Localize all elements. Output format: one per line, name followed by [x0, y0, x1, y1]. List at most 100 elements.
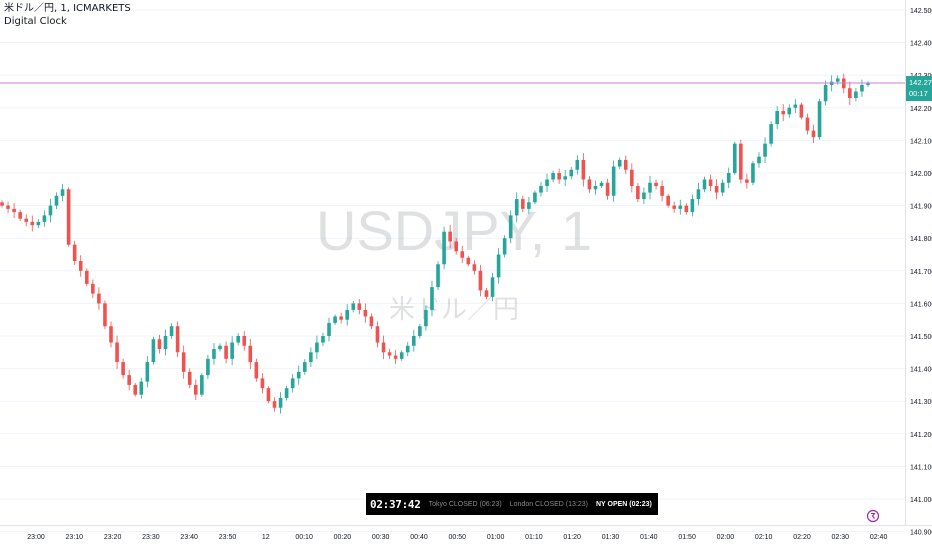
time-tick-label: 02:30 — [832, 534, 850, 541]
candle-down — [187, 371, 192, 385]
candle-down — [811, 130, 816, 138]
candle-down — [781, 111, 786, 115]
price-tick-label: 141.400 — [910, 367, 932, 374]
candle-up — [315, 342, 319, 353]
candle-down — [472, 264, 477, 271]
candle-down — [666, 195, 670, 206]
price-tick-label: 142.500 — [910, 8, 932, 15]
time-tick-label: 02:40 — [870, 534, 888, 541]
candle-up — [854, 91, 858, 99]
candle-up — [296, 371, 301, 379]
price-tick-label: 141.800 — [910, 236, 932, 243]
candle-up — [569, 169, 574, 177]
candle-up — [60, 189, 65, 196]
current-price-value: 142.276 — [909, 78, 932, 87]
candle-up — [508, 215, 513, 239]
time-tick-label: 00:50 — [449, 534, 467, 541]
price-axis[interactable]: 142.500142.400142.300142.200142.100142.0… — [910, 8, 932, 537]
time-tick-label: 23:20 — [104, 534, 122, 541]
candle-down — [181, 352, 186, 372]
candle-up — [769, 124, 773, 144]
candle-down — [6, 205, 10, 209]
candle-down — [97, 293, 101, 304]
clock-time: 02:37:42 — [370, 497, 421, 511]
candle-up — [527, 202, 531, 209]
symbol-title[interactable]: 米ドル／円, 1, ICMARKETS — [4, 3, 131, 14]
candle-up — [230, 342, 234, 359]
price-tick-label: 141.700 — [910, 269, 932, 276]
candle-down — [714, 186, 719, 193]
candle-up — [442, 231, 446, 265]
candle-up — [284, 388, 289, 398]
price-tick-label: 141.200 — [910, 432, 932, 439]
candle-up — [835, 78, 840, 82]
price-tick-label: 141.300 — [910, 399, 932, 406]
candle-up — [424, 309, 428, 327]
candle-down — [557, 173, 561, 180]
symbol-legend[interactable]: 米ドル／円, 1, ICMARKETS Digital Clock — [4, 2, 131, 28]
candle-up — [278, 397, 283, 408]
candle-down — [193, 384, 198, 395]
indicator-title[interactable]: Digital Clock — [4, 16, 67, 27]
candle-up — [206, 358, 210, 376]
candle-down — [175, 326, 180, 353]
candle-up — [775, 111, 779, 125]
price-tick-label: 141.500 — [910, 334, 932, 341]
candle-up — [351, 303, 356, 310]
candle-up — [563, 176, 568, 180]
watermark: USDJPY, 1 米ドル／円 — [316, 199, 592, 325]
candle-up — [290, 378, 295, 389]
candle-down — [630, 169, 634, 187]
session-london: London CLOSED (13:23) — [509, 500, 588, 508]
time-tick-label: 12 — [262, 534, 270, 541]
candle-up — [163, 336, 168, 350]
watermark-subtitle: 米ドル／円 — [389, 295, 519, 325]
time-tick-label: 01:40 — [640, 534, 658, 541]
candle-down — [636, 186, 640, 200]
time-tick-label: 01:20 — [563, 534, 581, 541]
candle-down — [127, 375, 131, 385]
candle-up — [678, 205, 683, 209]
candle-up — [412, 336, 416, 346]
candle-up — [236, 336, 240, 343]
candle-up — [42, 215, 47, 222]
candle-up — [751, 163, 755, 183]
candle-down — [521, 199, 525, 209]
candle-down — [708, 179, 713, 187]
candle-down — [799, 104, 804, 118]
price-tick-label: 141.600 — [910, 301, 932, 308]
candle-down — [454, 241, 458, 252]
time-tick-label: 00:20 — [334, 534, 352, 541]
session-tokyo: Tokyo CLOSED (06:23) — [428, 500, 502, 508]
candle-up — [502, 238, 507, 255]
time-tick-label: 01:00 — [487, 534, 505, 541]
candle-down — [254, 362, 259, 379]
candle-up — [696, 189, 701, 200]
time-axis[interactable]: 23:00 23:10 23:20 23:30 23:40 23:50 12 00:10 00:… — [27, 534, 887, 541]
candle-down — [805, 117, 810, 131]
candle-up — [309, 352, 313, 363]
candle-up — [436, 264, 440, 288]
watermark-ticker: USDJPY, 1 — [316, 199, 592, 262]
candle-up — [732, 143, 737, 173]
candle-down — [381, 342, 386, 353]
candle-up — [212, 349, 216, 359]
time-tick-label: 23:30 — [142, 534, 160, 541]
candle-up — [333, 316, 337, 323]
candle-up — [787, 107, 792, 115]
candle-up — [345, 309, 349, 320]
tradingview-logo-icon[interactable] — [866, 509, 880, 523]
candle-down — [84, 270, 89, 284]
candlestick-series — [0, 73, 870, 414]
candle-up — [218, 345, 222, 350]
candle-up — [726, 173, 731, 183]
candle-up — [593, 186, 598, 190]
candle-down — [66, 189, 71, 245]
candle-up — [514, 199, 519, 216]
candle-down — [121, 362, 125, 376]
candle-down — [460, 251, 465, 258]
candle-down — [660, 186, 664, 196]
current-price-label: 142.276 00:17 — [906, 76, 932, 102]
candle-down — [478, 270, 483, 291]
